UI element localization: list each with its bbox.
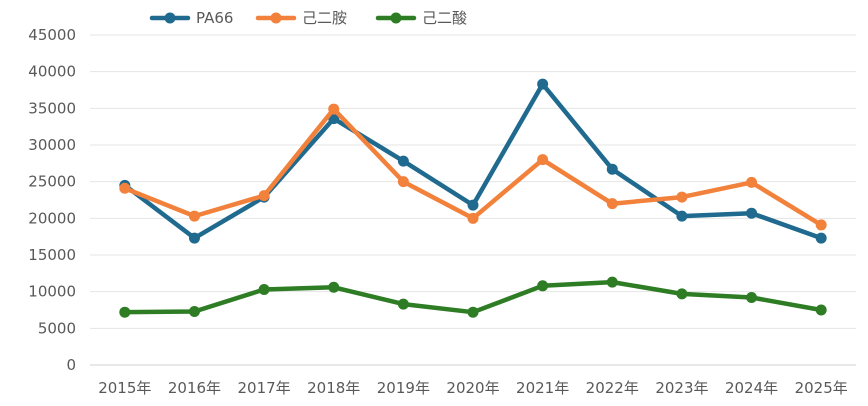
- legend-item: 己二酸: [375, 9, 467, 27]
- series-2: [119, 103, 827, 231]
- data-point: [188, 232, 200, 244]
- x-tick-label: 2017年: [237, 379, 290, 397]
- data-point: [606, 198, 618, 210]
- data-point: [328, 281, 340, 293]
- data-point: [606, 163, 618, 175]
- data-point: [676, 288, 688, 300]
- x-tick-label: 2015年: [98, 379, 151, 397]
- y-tick-label: 0: [66, 356, 76, 374]
- x-tick-label: 2021年: [516, 379, 569, 397]
- legend-label: PA66: [196, 9, 233, 27]
- data-point: [815, 304, 827, 316]
- series-3: [119, 276, 827, 318]
- x-tick-label: 2022年: [586, 379, 639, 397]
- data-point: [119, 182, 131, 194]
- data-point: [328, 103, 340, 115]
- x-axis-ticks: 2015年 2016年 2017年 2018年 2019年 2020年 2021年 2022年…: [98, 379, 848, 397]
- data-point: [397, 176, 409, 188]
- legend-swatch-marker: [390, 12, 402, 24]
- x-tick-label: 2018年: [307, 379, 360, 397]
- x-tick-label: 2016年: [168, 379, 221, 397]
- y-tick-label: 5000: [38, 319, 76, 337]
- y-tick-label: 25000: [28, 173, 76, 191]
- series-lines: [119, 78, 827, 318]
- legend-item: PA66: [149, 9, 233, 27]
- y-axis-ticks: 0 5000 10000 15000 20000 25000 30000 35000 40000…: [28, 26, 76, 374]
- data-point: [537, 78, 549, 90]
- y-tick-label: 35000: [28, 99, 76, 117]
- y-tick-label: 10000: [28, 283, 76, 301]
- data-point: [397, 155, 409, 167]
- legend-swatch-marker: [164, 12, 176, 24]
- data-point: [746, 292, 758, 304]
- data-point: [467, 212, 479, 224]
- data-point: [815, 232, 827, 244]
- data-point: [258, 283, 270, 295]
- data-point: [397, 298, 409, 310]
- data-point: [188, 305, 200, 317]
- data-point: [606, 276, 618, 288]
- x-tick-label: 2020年: [446, 379, 499, 397]
- y-tick-label: 20000: [28, 209, 76, 227]
- data-point: [746, 176, 758, 188]
- x-tick-label: 2025年: [795, 379, 848, 397]
- legend: PA66 己二胺 己二酸: [149, 9, 467, 27]
- y-tick-label: 40000: [28, 63, 76, 81]
- x-tick-label: 2019年: [377, 379, 430, 397]
- data-point: [537, 280, 549, 292]
- data-point: [537, 154, 549, 166]
- data-point: [676, 191, 688, 203]
- x-tick-label: 2024年: [725, 379, 778, 397]
- legend-label: 己二胺: [302, 9, 347, 27]
- y-tick-label: 15000: [28, 246, 76, 264]
- y-tick-label: 45000: [28, 26, 76, 44]
- data-point: [188, 210, 200, 222]
- data-point: [258, 190, 270, 202]
- x-tick-label: 2023年: [655, 379, 708, 397]
- legend-swatch-marker: [270, 12, 282, 24]
- data-point: [467, 199, 479, 211]
- data-point: [467, 306, 479, 318]
- legend-item: 己二胺: [255, 9, 347, 27]
- y-tick-label: 30000: [28, 136, 76, 154]
- data-point: [815, 219, 827, 231]
- data-point: [746, 207, 758, 219]
- legend-label: 己二酸: [422, 9, 467, 27]
- data-point: [119, 306, 131, 318]
- data-point: [676, 210, 688, 222]
